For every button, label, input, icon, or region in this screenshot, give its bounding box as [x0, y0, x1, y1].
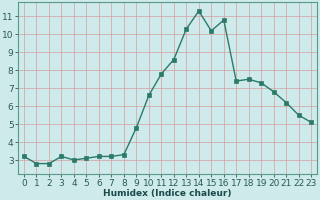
X-axis label: Humidex (Indice chaleur): Humidex (Indice chaleur)	[103, 189, 232, 198]
